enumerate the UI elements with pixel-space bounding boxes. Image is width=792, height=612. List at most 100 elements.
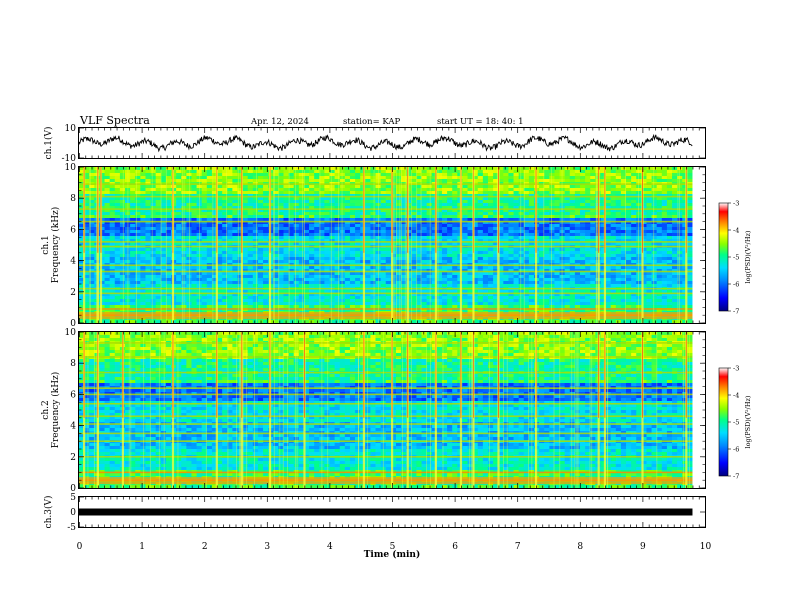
ch1-spectrogram-cell (293, 251, 300, 255)
ch1-spectrogram-cell (114, 230, 121, 234)
ch1-spectrogram-cell (447, 254, 453, 258)
ch1-spectrogram-cell (145, 200, 151, 204)
ch1-spectrogram-cell (242, 206, 249, 210)
ch1-spectrogram-cell (314, 218, 320, 222)
ch1-spectrogram-cell (135, 230, 141, 234)
ch1-spectrogram-cell (181, 215, 187, 219)
ch1-spectrogram-cell (176, 224, 182, 228)
ch1-spectrogram-cell (452, 230, 458, 234)
ch1-spectrogram-cell (237, 194, 243, 198)
ch1-spectrogram-cell (462, 278, 468, 282)
ch1-spectrogram-cell (651, 173, 658, 177)
ch1-spectrogram-cell (666, 257, 673, 261)
ch1-spectrogram-cell (278, 221, 284, 225)
ch1-spectrogram-cell (283, 203, 289, 207)
ch1-spectrogram-cell (227, 284, 233, 288)
ch1-spectrogram-cell (672, 191, 678, 195)
ch1-spectrogram-cell (672, 188, 678, 192)
ch1-spectrogram-cell (585, 185, 591, 189)
ch1-spectrogram-cell (580, 173, 586, 177)
ch1-spectrogram-cell (421, 278, 428, 282)
ch1-spectrogram-cell (508, 179, 514, 183)
ch1-spectrogram-cell (247, 215, 254, 219)
ch1-spectrogram-cell (196, 200, 203, 204)
ch1-spectrogram-cell (523, 167, 530, 171)
ch1-spectrogram-cell (610, 230, 617, 234)
ch1-spectrogram-cell (661, 227, 668, 231)
ch1-spectrogram-cell (421, 179, 428, 183)
ch1-spectrogram-cell (651, 167, 658, 171)
ch1-spectrogram-cell (344, 173, 351, 177)
ch1-spectrogram-cell (467, 257, 474, 261)
ch1-spectrogram-cell (160, 206, 167, 210)
ch1-spectrogram-cell (452, 257, 458, 261)
ch1-spectrogram-cell (201, 200, 208, 204)
ch1-spectrogram-cell (365, 221, 371, 225)
ch1-spectrogram-cell (436, 209, 443, 213)
ch1-spectrogram-cell (559, 206, 566, 210)
ch1-spectrogram-cell (559, 227, 566, 231)
ch1-spectrogram-cell (135, 239, 141, 243)
ch1-spectrogram-cell (539, 173, 545, 177)
ch1-spectrogram-cell (651, 266, 658, 270)
ch1-spectrogram-cell (672, 254, 678, 258)
ch1-spectrogram-cell (186, 179, 192, 183)
ch1-spectrogram-cell (661, 167, 668, 171)
ch1-spectrogram-cell (375, 212, 382, 216)
ch1-spectrogram-cell (165, 251, 172, 255)
ch1-spectrogram-cell (677, 170, 683, 174)
ch1-spectrogram-cell (651, 188, 658, 192)
ch1-spectrogram-cell (687, 185, 693, 189)
ch1-spectrogram-cell (109, 239, 116, 243)
ch1-spectrogram-cell (355, 251, 361, 255)
ch1-spectrogram-cell (334, 212, 341, 216)
ch1-spectrogram-cell (324, 275, 330, 279)
ch1-spectrogram-cell (293, 221, 300, 225)
ch1-spectrogram-cell (273, 230, 279, 234)
ch1-spectrogram-cell (447, 260, 453, 264)
ch1-spectrogram-cell (656, 176, 663, 180)
ch1-spectrogram-cell (651, 224, 658, 228)
ch1-spectrogram-cell (395, 224, 402, 228)
ch1-spectrogram-cell (482, 218, 489, 222)
ch1-spectrogram-cell (298, 194, 305, 198)
ch1-spectrogram-cell (181, 203, 187, 207)
ch1-spectrogram-cell (104, 188, 111, 192)
ch1-spectrogram-cell (447, 215, 453, 219)
ch1-spectrogram-cell (564, 236, 571, 240)
ch1-spectrogram-cell (125, 215, 131, 219)
ch1-spectrogram-cell (293, 215, 300, 219)
ch1-spectrogram-cell (104, 266, 111, 270)
ch1-spectrogram-cell (580, 203, 586, 207)
ch1-spectrogram-cell (252, 188, 259, 192)
ch1-spectrogram-cell (140, 206, 146, 210)
ch1-spectrogram-cell (472, 185, 479, 189)
ch1-spectrogram-cell (181, 197, 187, 201)
ch1-spectrogram-cell (232, 248, 238, 252)
ch1-spectrogram-cell (283, 176, 289, 180)
ch1-spectrogram-cell (651, 248, 658, 252)
ch1-spectrogram-cell (227, 278, 233, 282)
ch1-spectrogram-cell (590, 200, 596, 204)
ch1-spectrogram-cell (513, 227, 520, 231)
ch1-spectrogram-cell (554, 221, 560, 225)
ch1-spectrogram-cell (319, 203, 325, 207)
ch1-spectrogram-cell (89, 239, 95, 243)
ch1-spectrogram-cell (227, 227, 233, 231)
ch1-spectrogram-cell (232, 230, 238, 234)
ch1-spectrogram-cell (165, 215, 172, 219)
ch1-spectrogram-cell (263, 194, 269, 198)
ch1-spectrogram-cell (232, 188, 238, 192)
ch1-spectrogram-cell (314, 266, 320, 270)
ch1-spectrogram-cell (661, 215, 668, 219)
ch1-spectrogram-cell (436, 179, 443, 183)
ch1-spectrogram-cell (165, 254, 172, 258)
ch1-spectrogram-cell (140, 281, 146, 285)
ch1-spectrogram-cell (421, 275, 428, 279)
ch1-spectrogram-cell (109, 260, 116, 264)
ch1-spectrogram-cell (227, 191, 233, 195)
ch1-spectrogram-cell (411, 254, 417, 258)
ch1-spectrogram-cell (447, 233, 453, 237)
ch1-spectrogram-cell (206, 260, 213, 264)
ch1-spectrogram-cell (559, 170, 566, 174)
